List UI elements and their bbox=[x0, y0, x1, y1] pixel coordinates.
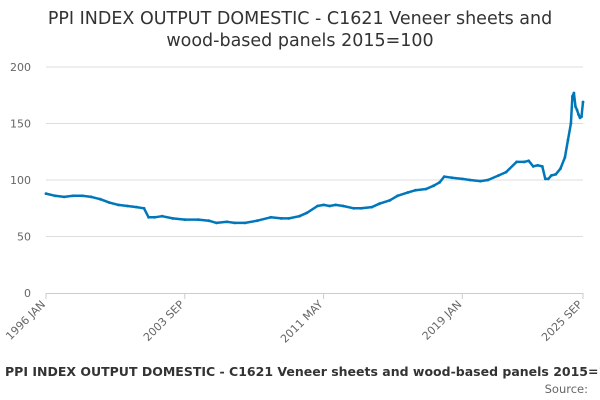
data-point[interactable] bbox=[171, 217, 175, 220]
data-point[interactable] bbox=[62, 195, 66, 199]
data-point[interactable] bbox=[540, 165, 544, 168]
data-point[interactable] bbox=[577, 113, 580, 116]
data-point[interactable] bbox=[322, 203, 325, 207]
data-point[interactable] bbox=[571, 95, 574, 98]
legend[interactable]: PPI INDEX OUTPUT DOMESTIC - C1621 Veneer… bbox=[0, 364, 600, 379]
data-point[interactable] bbox=[126, 204, 129, 208]
data-point[interactable] bbox=[504, 170, 508, 174]
y-tick-label: 0 bbox=[24, 287, 31, 300]
data-point[interactable] bbox=[396, 194, 399, 198]
data-point[interactable] bbox=[378, 202, 381, 206]
data-point[interactable] bbox=[566, 139, 570, 142]
x-tick-label: 1996 JAN bbox=[3, 298, 48, 343]
data-point[interactable] bbox=[388, 198, 392, 202]
x-tick-label: 2019 JAN bbox=[420, 298, 465, 343]
data-point[interactable] bbox=[142, 206, 146, 210]
data-point[interactable] bbox=[117, 203, 120, 207]
data-point[interactable] bbox=[522, 160, 526, 164]
series-layer bbox=[44, 91, 585, 225]
data-point[interactable] bbox=[279, 217, 283, 220]
data-point[interactable] bbox=[305, 211, 309, 215]
y-tick-label: 150 bbox=[10, 118, 31, 131]
data-point[interactable] bbox=[328, 204, 331, 208]
data-point[interactable] bbox=[316, 204, 319, 208]
data-point[interactable] bbox=[531, 165, 535, 168]
chart-title-line-2: wood-based panels 2015=100 bbox=[166, 31, 433, 51]
data-point[interactable] bbox=[574, 105, 577, 108]
data-point[interactable] bbox=[468, 178, 472, 182]
data-point[interactable] bbox=[269, 215, 273, 219]
data-point[interactable] bbox=[147, 215, 151, 219]
data-point[interactable] bbox=[370, 205, 374, 209]
data-point[interactable] bbox=[80, 194, 84, 198]
legend-label: PPI INDEX OUTPUT DOMESTIC - C1621 Veneer… bbox=[5, 364, 600, 379]
data-point[interactable] bbox=[497, 174, 500, 177]
source-label: Source: bbox=[545, 382, 588, 396]
data-point[interactable] bbox=[108, 201, 111, 205]
data-point[interactable] bbox=[298, 214, 301, 218]
data-point[interactable] bbox=[153, 215, 157, 219]
data-point[interactable] bbox=[233, 221, 237, 225]
data-point[interactable] bbox=[352, 206, 356, 210]
x-tick-label: 2025 SEP bbox=[539, 298, 585, 344]
data-point[interactable] bbox=[197, 218, 200, 222]
data-point[interactable] bbox=[71, 194, 75, 198]
data-point[interactable] bbox=[287, 217, 291, 220]
data-point[interactable] bbox=[160, 214, 164, 218]
x-tick-label: 2003 SEP bbox=[141, 298, 187, 344]
data-point[interactable] bbox=[442, 175, 446, 179]
data-point[interactable] bbox=[225, 220, 229, 224]
chart-title-line-1: PPI INDEX OUTPUT DOMESTIC - C1621 Veneer… bbox=[48, 9, 552, 29]
data-point[interactable] bbox=[486, 178, 490, 182]
x-axis: 1996 JAN 2003 SEP 2011 MAY 2019 JAN 2025 SEP bbox=[3, 293, 585, 346]
data-point[interactable] bbox=[255, 219, 259, 223]
data-point[interactable] bbox=[53, 194, 57, 198]
data-point[interactable] bbox=[559, 167, 562, 171]
data-point[interactable] bbox=[406, 191, 410, 194]
data-point[interactable] bbox=[359, 206, 363, 210]
data-point[interactable] bbox=[575, 108, 579, 112]
data-point[interactable] bbox=[536, 163, 540, 167]
data-point[interactable] bbox=[479, 179, 482, 183]
data-point[interactable] bbox=[215, 221, 218, 225]
data-point[interactable] bbox=[341, 204, 345, 208]
data-point[interactable] bbox=[243, 221, 247, 225]
data-point[interactable] bbox=[543, 177, 547, 181]
gridlines bbox=[46, 66, 583, 237]
data-point[interactable] bbox=[424, 187, 428, 191]
data-point[interactable] bbox=[450, 176, 454, 180]
y-axis-ticks: 0 50 100 150 200 bbox=[10, 61, 31, 300]
data-point[interactable] bbox=[581, 100, 585, 104]
data-point[interactable] bbox=[135, 205, 138, 209]
data-point[interactable] bbox=[580, 115, 583, 119]
data-point[interactable] bbox=[183, 218, 187, 222]
data-point[interactable] bbox=[438, 180, 442, 184]
data-point[interactable] bbox=[563, 156, 567, 159]
data-point[interactable] bbox=[414, 188, 417, 192]
data-point[interactable] bbox=[432, 184, 436, 188]
x-tick-label: 2011 MAY bbox=[278, 298, 326, 346]
data-point[interactable] bbox=[460, 177, 464, 181]
series-line[interactable] bbox=[44, 91, 585, 225]
data-point[interactable] bbox=[549, 174, 553, 177]
y-tick-label: 50 bbox=[17, 231, 31, 244]
data-point[interactable] bbox=[546, 177, 550, 181]
data-point[interactable] bbox=[207, 219, 211, 223]
data-point[interactable] bbox=[569, 122, 573, 125]
data-point[interactable] bbox=[572, 91, 576, 95]
y-tick-label: 200 bbox=[10, 61, 31, 74]
data-point[interactable] bbox=[554, 172, 558, 176]
y-tick-label: 100 bbox=[10, 174, 31, 187]
chart-title: PPI INDEX OUTPUT DOMESTIC - C1621 Veneer… bbox=[48, 9, 552, 51]
data-point[interactable] bbox=[98, 197, 102, 201]
data-point[interactable] bbox=[527, 159, 531, 163]
data-point[interactable] bbox=[334, 203, 337, 207]
data-point[interactable] bbox=[515, 160, 518, 164]
data-point[interactable] bbox=[89, 195, 93, 199]
data-point[interactable] bbox=[44, 192, 48, 196]
